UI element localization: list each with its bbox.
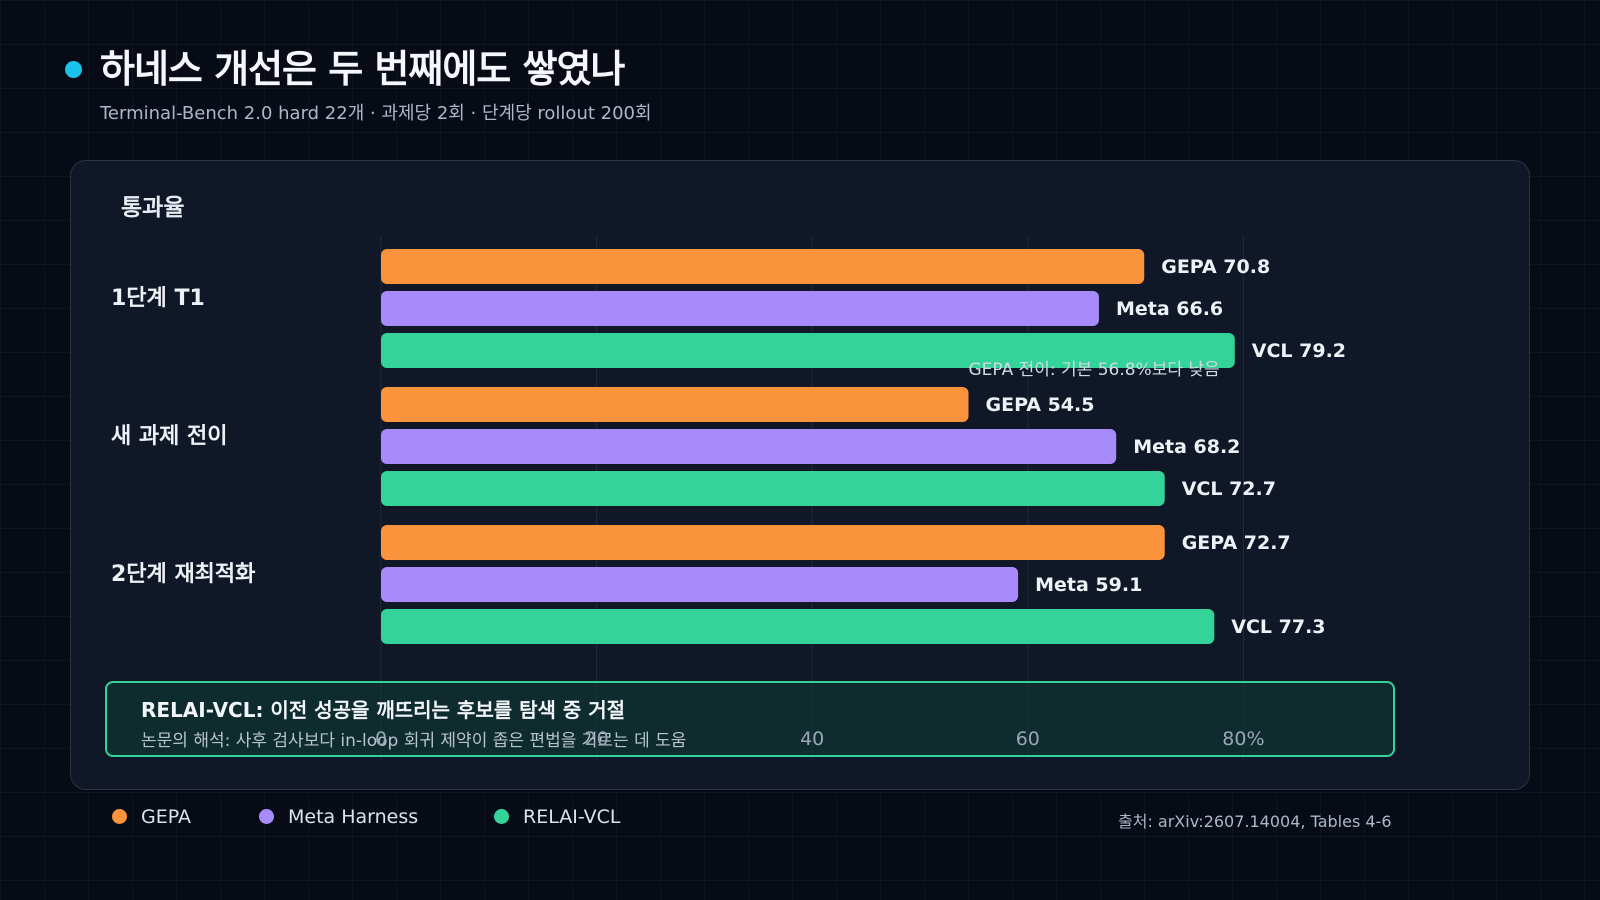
bar-value-label: VCL 72.7 bbox=[1182, 478, 1276, 500]
insight-callout: RELAI-VCL: 이전 성공을 깨뜨리는 후보를 탐색 중 거절 논문의 해… bbox=[105, 681, 1395, 757]
chart-panel: 통과율 1단계 T1 새 과제 전이 2단계 재최적화 GEPA 70.8 Meta … bbox=[70, 160, 1530, 790]
bar bbox=[381, 333, 1235, 368]
bar bbox=[381, 429, 1117, 464]
legend-label: Meta Harness bbox=[288, 806, 419, 828]
bar bbox=[381, 471, 1165, 506]
legend-label: RELAI-VCL bbox=[523, 806, 621, 828]
insight-text: 논문의 해석: 사후 검사보다 in-loop 회귀 제약이 좁은 편법을 거르… bbox=[141, 731, 687, 751]
bar bbox=[381, 567, 1019, 602]
bar-chart: 1단계 T1 새 과제 전이 2단계 재최적화 GEPA 70.8 Meta 66.6… bbox=[111, 236, 1347, 761]
category-label: 1단계 T1 bbox=[111, 286, 205, 311]
bar-value-label: Meta 59.1 bbox=[1035, 574, 1142, 596]
bar bbox=[381, 249, 1145, 284]
bars bbox=[381, 249, 1235, 644]
bar-value-label: VCL 79.2 bbox=[1252, 340, 1346, 362]
legend-label: GEPA bbox=[141, 806, 191, 828]
bar-value-label: Meta 68.2 bbox=[1133, 436, 1240, 458]
legend-swatch-icon bbox=[112, 809, 127, 824]
legend-swatch-icon bbox=[494, 809, 509, 824]
bar-annotation: GEPA 전이: 기본 56.8%보다 낮음 bbox=[969, 360, 1220, 380]
bar bbox=[381, 291, 1099, 326]
category-labels: 1단계 T1 새 과제 전이 2단계 재최적화 bbox=[111, 286, 255, 587]
title-bullet-icon bbox=[65, 61, 82, 78]
category-label: 2단계 재최적화 bbox=[111, 562, 255, 587]
insight-title: RELAI-VCL: 이전 성공을 깨뜨리는 후보를 탐색 중 거절 bbox=[141, 698, 626, 722]
bar bbox=[381, 525, 1165, 560]
category-label: 새 과제 전이 bbox=[111, 424, 228, 449]
legend-item-relai-vcl: RELAI-VCL bbox=[494, 806, 620, 828]
legend-item-gepa: GEPA bbox=[112, 806, 191, 828]
bar-value-label: Meta 66.6 bbox=[1116, 298, 1223, 320]
bar bbox=[381, 387, 969, 422]
legend-item-meta-harness: Meta Harness bbox=[259, 806, 418, 828]
bar-value-labels: GEPA 70.8 Meta 66.6 VCL 79.2 GEPA 54.5 Meta … bbox=[986, 256, 1347, 638]
bar-value-label: GEPA 54.5 bbox=[986, 394, 1095, 416]
bar-value-label: VCL 77.3 bbox=[1231, 616, 1325, 638]
legend-swatch-icon bbox=[259, 809, 274, 824]
bar-value-label: GEPA 70.8 bbox=[1161, 256, 1270, 278]
bar bbox=[381, 609, 1215, 644]
chart-metric-label: 통과율 bbox=[121, 195, 185, 221]
annotations: GEPA 전이: 기본 56.8%보다 낮음 bbox=[969, 360, 1220, 380]
source-citation: 출처: arXiv:2607.14004, Tables 4-6 bbox=[1118, 812, 1392, 831]
page-title: 하네스 개선은 두 번째에도 쌓였나 bbox=[100, 47, 625, 91]
bar-value-label: GEPA 72.7 bbox=[1182, 532, 1291, 554]
page-subtitle: Terminal-Bench 2.0 hard 22개 · 과제당 2회 · 단… bbox=[100, 103, 652, 124]
